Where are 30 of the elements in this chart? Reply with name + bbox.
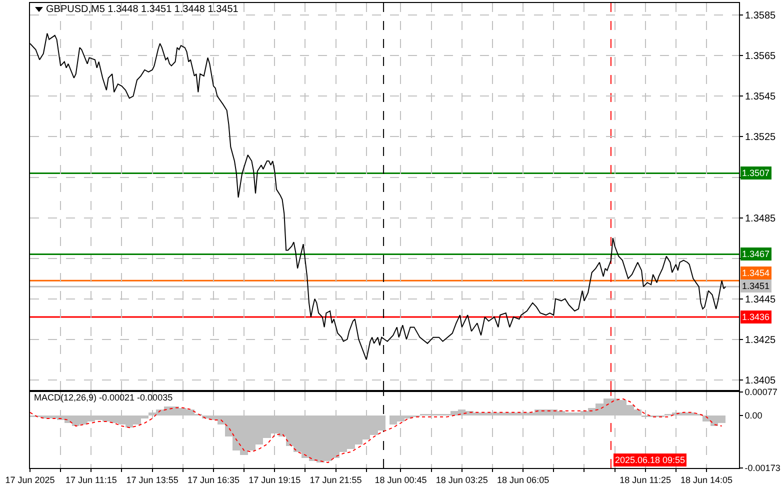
y-tick-label: 1.3545 [745, 92, 776, 103]
y-tick-label: 1.3585 [745, 10, 776, 22]
y-tick-label: 1.3525 [745, 132, 776, 144]
ref-line-label: 2025.06.18 09:55 [615, 455, 686, 465]
chart-title: GBPUSD,M5 1.3448 1.3451 1.3448 1.3451 [46, 4, 239, 15]
ref-line-label: 1.3467 [742, 249, 770, 259]
x-tick-label: 17 Jun 16:35 [187, 474, 240, 485]
x-tick-label: 17 Jun 19:15 [248, 474, 301, 485]
y-tick-label: 1.3485 [745, 213, 776, 224]
x-tick-label: 17 Jun 11:15 [65, 474, 117, 485]
x-tick-label: 17 Jun 21:55 [310, 474, 362, 485]
x-tick-label: 18 Jun 00:45 [374, 474, 427, 485]
y-tick-label: 1.3405 [745, 375, 776, 386]
x-tick-label: 18 Jun 06:05 [497, 474, 550, 485]
y-tick-label: 0.00077 [744, 387, 778, 398]
y-tick-label: 0.00 [744, 410, 762, 421]
x-tick-label: 17 Jun 2025 [5, 474, 55, 485]
ref-line-label: 1.3451 [742, 281, 770, 291]
x-tick-label: 17 Jun 13:55 [126, 474, 178, 485]
x-tick-label: 18 Jun 11:25 [620, 474, 672, 485]
x-tick-label: 18 Jun 03:25 [436, 474, 488, 485]
y-tick-label: 1.3445 [745, 294, 776, 306]
ref-line-label: 1.3507 [742, 168, 770, 178]
chart-title: MACD(12,26,9) -0.00021 -0.00035 [34, 392, 173, 402]
y-tick-label: 1.3425 [745, 334, 776, 346]
y-tick-label: 1.3565 [745, 51, 776, 62]
y-tick-label: -0.00173 [744, 463, 780, 474]
ref-line-label: 1.3454 [742, 268, 770, 278]
x-tick-label: 18 Jun 14:05 [680, 474, 733, 485]
ref-line-label: 1.3436 [742, 312, 770, 322]
